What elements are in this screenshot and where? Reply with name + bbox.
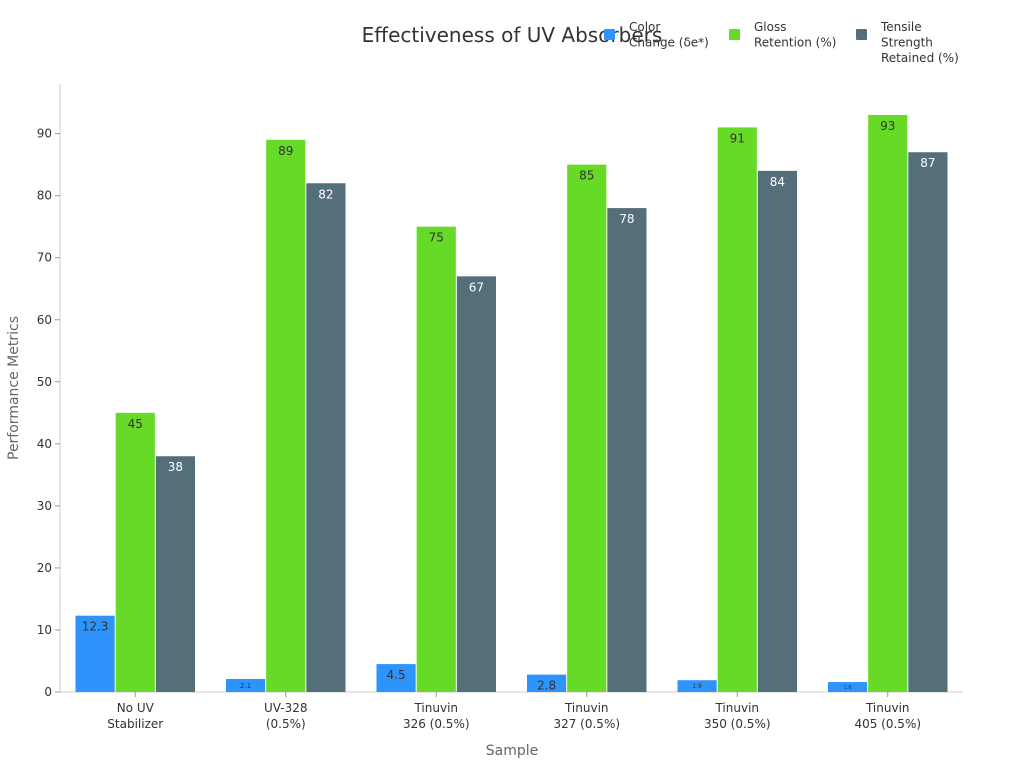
x-tick-label: UV-328 (0.5%) xyxy=(264,701,308,731)
x-tick-label: No UV Stabilizer xyxy=(107,701,163,731)
legend-label: Tensile Strength Retained (%) xyxy=(880,20,959,65)
bar xyxy=(527,674,567,692)
data-label: 93 xyxy=(880,119,895,133)
x-tick-label: Tinuvin 326 (0.5%) xyxy=(403,701,470,731)
x-tick-label: Tinuvin 405 (0.5%) xyxy=(854,701,921,731)
bar xyxy=(828,682,868,692)
bar xyxy=(868,115,908,693)
data-label: 45 xyxy=(128,417,143,431)
legend: Color Change (δe*) Gloss Retention (%) Tensi… xyxy=(604,20,959,65)
y-tick-label: 10 xyxy=(37,623,52,637)
data-label: 1.9 xyxy=(692,683,702,690)
data-label: 1.6 xyxy=(844,685,852,691)
bar xyxy=(416,226,456,692)
data-label: 84 xyxy=(770,175,785,189)
data-label: 67 xyxy=(469,280,484,294)
data-labels: 12.3 45 38 2.1 89 82 4.5 75 67 2.8 85 78 1.9 91 84 1.6 9… xyxy=(82,119,936,693)
y-tick-label: 60 xyxy=(37,313,52,327)
bar xyxy=(908,152,948,693)
data-label: 85 xyxy=(579,169,594,183)
y-tick-label: 70 xyxy=(37,251,52,265)
y-tick-label: 50 xyxy=(37,375,52,389)
bar xyxy=(567,164,607,692)
legend-label: Color Change (δe*) xyxy=(629,20,709,50)
data-label: 4.5 xyxy=(387,668,406,682)
axes: 0 10 20 30 40 50 60 70 80 90 No UV Stabilizer UV-328… xyxy=(37,84,963,731)
data-label: 12.3 xyxy=(82,620,109,634)
y-tick-label: 30 xyxy=(37,499,52,513)
bar xyxy=(75,615,115,692)
x-tick-label: Tinuvin 327 (0.5%) xyxy=(553,701,620,731)
data-label: 38 xyxy=(168,460,183,474)
bar xyxy=(376,664,416,692)
data-label: 89 xyxy=(278,144,293,158)
y-tick-label: 0 xyxy=(44,685,52,699)
data-label: 91 xyxy=(730,131,745,145)
chart-title: Effectiveness of UV Absorbers xyxy=(362,23,663,47)
bar xyxy=(607,208,647,692)
legend-swatch xyxy=(729,29,740,40)
bars xyxy=(75,115,948,693)
data-label: 2.8 xyxy=(537,679,556,693)
y-tick-label: 80 xyxy=(37,189,52,203)
bar xyxy=(717,127,757,692)
bar xyxy=(266,139,306,692)
data-label: 78 xyxy=(619,212,634,226)
y-tick-label: 90 xyxy=(37,127,52,141)
bar xyxy=(757,170,797,692)
legend-label: Gloss Retention (%) xyxy=(754,20,836,50)
y-tick-label: 20 xyxy=(37,561,52,575)
bar xyxy=(155,456,195,692)
bar xyxy=(226,678,266,692)
x-axis-title: Sample xyxy=(486,743,539,759)
bar xyxy=(115,412,155,692)
data-label: 75 xyxy=(429,231,444,245)
x-tick-label: Tinuvin 350 (0.5%) xyxy=(704,701,771,731)
data-label: 82 xyxy=(318,187,333,201)
bar xyxy=(456,276,496,692)
y-tick-label: 40 xyxy=(37,437,52,451)
legend-swatch xyxy=(604,29,615,40)
bar xyxy=(306,183,346,692)
data-label: 87 xyxy=(920,156,935,170)
legend-swatch xyxy=(856,29,867,40)
bar xyxy=(677,680,717,692)
data-label: 2.1 xyxy=(240,682,251,690)
y-axis-title: Performance Metrics xyxy=(6,316,22,460)
